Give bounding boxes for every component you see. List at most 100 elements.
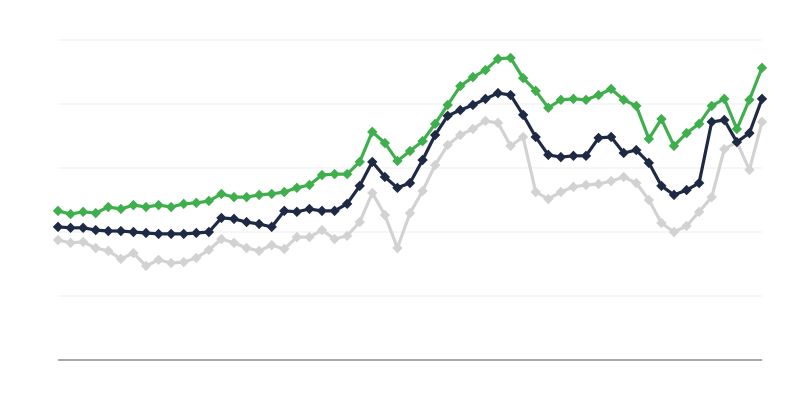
data-point-marker-green [216,188,227,200]
data-point-marker-navy [681,184,692,196]
data-point-marker-gray [555,186,567,198]
data-point-marker-navy [744,127,755,139]
series-group [52,52,768,272]
data-point-marker-green [417,135,428,147]
data-point-marker-navy [517,109,529,121]
data-point-marker-navy [140,227,152,239]
data-point-marker-green [404,145,416,157]
data-point-marker-gray [719,143,730,155]
data-point-marker-navy [392,182,403,194]
data-point-marker-green [115,203,127,215]
data-point-marker-green [341,168,353,180]
data-point-marker-navy [580,150,592,162]
data-point-marker-navy [492,87,504,99]
data-point-marker-navy [379,171,391,183]
data-point-marker-green [165,201,177,213]
data-point-marker-gray [103,245,114,257]
data-point-marker-gray [178,256,189,268]
data-point-marker-navy [367,156,378,168]
series-gray [52,115,768,272]
data-point-marker-navy [467,99,479,111]
data-point-marker-navy [90,224,101,236]
data-point-marker-navy [668,189,680,201]
data-point-marker-gray [128,247,139,259]
data-point-marker-gray [417,185,428,197]
data-point-marker-gray [756,116,768,128]
data-point-marker-gray [216,233,227,245]
data-point-marker-gray [266,239,277,251]
data-point-marker-green [379,137,391,149]
data-point-marker-navy [178,228,189,240]
data-point-marker-navy [455,104,466,116]
data-point-marker-navy [65,222,76,234]
data-point-marker-gray [580,179,592,191]
data-point-marker-navy [505,89,516,101]
data-point-marker-green [480,64,491,76]
data-point-marker-gray [693,206,705,218]
data-point-marker-green [580,94,592,106]
data-point-marker-navy [593,132,604,144]
data-point-marker-green [517,72,529,84]
data-point-marker-gray [631,177,642,189]
data-point-marker-gray [442,139,453,151]
data-point-marker-green [65,208,76,220]
data-point-marker-navy [341,198,353,210]
data-point-marker-gray [593,178,604,190]
data-point-marker-green [681,127,692,139]
data-point-marker-navy [706,116,717,128]
data-point-marker-green [756,62,768,74]
data-point-marker-green [492,53,504,65]
data-point-marker-navy [719,114,730,126]
data-point-marker-green [128,199,139,211]
data-point-marker-gray [115,253,127,265]
data-point-marker-green [228,191,240,203]
data-point-marker-green [631,100,642,112]
data-point-marker-navy [216,212,227,224]
data-point-marker-navy [253,218,265,230]
data-point-marker-gray [203,244,215,256]
data-point-marker-navy [354,180,365,192]
data-point-marker-green [706,100,717,112]
data-point-marker-green [329,168,340,180]
data-point-marker-green [668,140,680,152]
data-point-marker-navy [731,136,743,148]
data-point-marker-gray [291,231,303,243]
data-point-marker-navy [643,157,655,169]
data-point-marker-gray [744,164,755,176]
data-point-marker-green [605,83,617,95]
data-point-marker-green [354,156,365,168]
data-point-marker-gray [618,171,629,183]
data-point-marker-gray [52,234,64,246]
data-point-marker-green [304,179,315,191]
data-point-marker-gray [429,159,441,171]
data-point-marker-gray [367,187,378,199]
data-point-marker-navy [191,227,202,239]
data-point-marker-navy [329,205,340,217]
data-point-marker-green [656,113,667,125]
series-line-green [56,56,764,216]
data-point-marker-green [505,52,516,64]
data-point-marker-gray [341,230,353,242]
data-point-marker-green [191,197,202,209]
data-point-marker-navy [442,110,453,122]
data-point-marker-gray [316,224,328,236]
data-point-marker-navy [429,129,441,141]
data-point-marker-navy [631,144,642,156]
data-point-marker-navy [417,154,428,166]
data-point-marker-navy [228,213,240,225]
data-point-marker-navy [203,226,215,238]
series-navy [52,87,768,240]
data-point-marker-green [153,199,164,211]
data-point-marker-green [266,188,277,200]
data-point-marker-green [241,191,252,203]
data-point-marker-gray [681,220,692,232]
data-point-marker-gray [241,242,252,254]
data-point-marker-gray [165,257,177,269]
data-point-marker-green [693,118,705,130]
data-point-marker-green [467,71,479,83]
data-point-marker-green [568,93,579,105]
data-point-marker-green [429,118,441,130]
data-point-marker-navy [480,93,491,105]
data-point-marker-navy [543,149,554,161]
